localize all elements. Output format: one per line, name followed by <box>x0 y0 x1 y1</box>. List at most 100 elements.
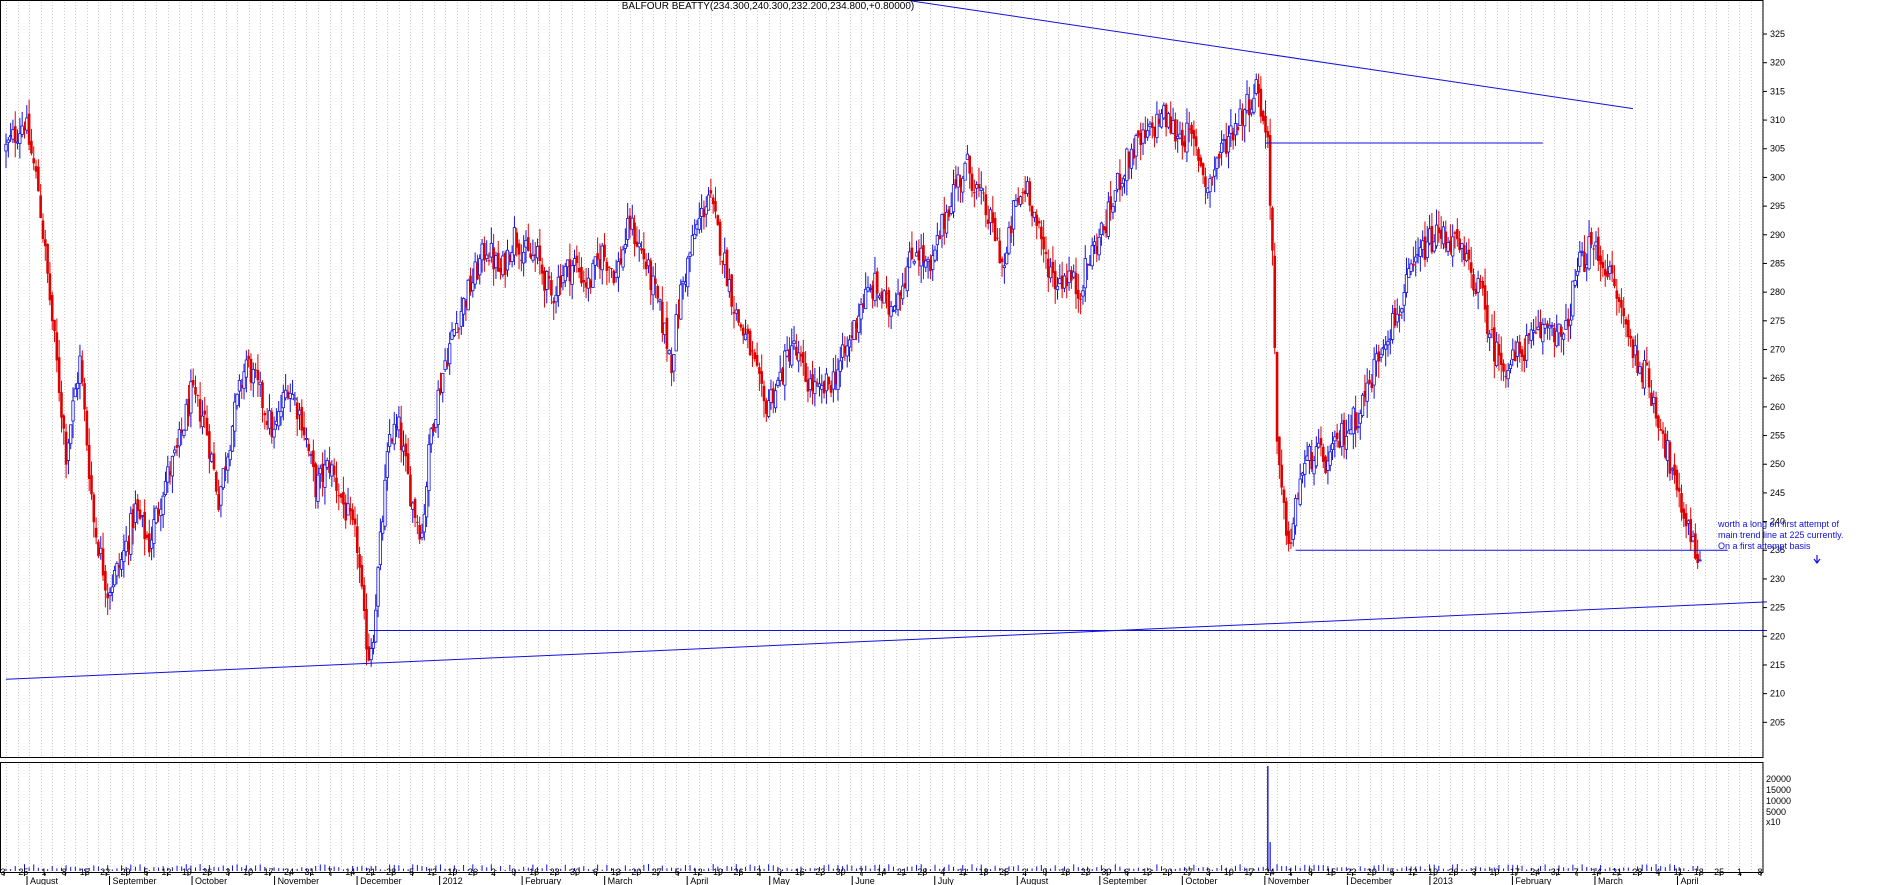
candle-body-down <box>1169 116 1173 134</box>
candle-body-down <box>538 245 542 262</box>
candle-body-down <box>117 565 121 568</box>
y-tick-label: 240 <box>1770 517 1785 527</box>
candle-body-down <box>559 275 562 288</box>
candle-body-down <box>1370 382 1374 389</box>
candle-body-down <box>1051 261 1055 274</box>
candle-body-down <box>758 367 761 374</box>
candle-body-up <box>1113 190 1117 202</box>
candle-body-down <box>677 315 680 317</box>
candle-body-down <box>1629 335 1632 339</box>
candle-body-up <box>297 409 302 416</box>
candle-body-down <box>670 354 673 374</box>
candle-body-down <box>27 113 31 145</box>
date-tick-label: 12 <box>693 867 703 877</box>
candle-body-up <box>808 378 812 391</box>
candle-body-down <box>968 155 971 174</box>
candle-body-down <box>104 571 107 591</box>
date-tick-label: 3 <box>0 867 5 877</box>
candle-body-up <box>309 453 313 456</box>
volume-tick-label: 10000 <box>1766 796 1791 806</box>
candle-body-down <box>598 258 602 269</box>
candle-body-up <box>1048 266 1053 279</box>
candle-body-up <box>73 388 77 398</box>
date-tick-label: 12 <box>1408 867 1418 877</box>
date-tick-label: 18 <box>1694 867 1704 877</box>
candle-body-down <box>85 410 89 446</box>
candle-body-down <box>55 332 59 361</box>
candle-body-up <box>1594 241 1598 247</box>
candle-body-down <box>1668 441 1672 474</box>
candle-body-down <box>942 213 946 229</box>
month-label: March <box>1598 876 1623 885</box>
candle-body-down <box>1338 440 1341 448</box>
trendline-descending-resistance <box>902 0 1634 110</box>
candle-body-down <box>1444 231 1448 249</box>
date-tick-label: 9 <box>511 867 516 877</box>
candle-body-down <box>332 465 336 475</box>
candle-body-down <box>416 521 419 523</box>
candle-body-up <box>443 360 447 370</box>
candle-body-down <box>1640 367 1644 383</box>
date-tick-label: 26 <box>468 867 478 877</box>
candle-body-up <box>459 310 463 327</box>
candle-body-up <box>1314 446 1318 467</box>
candle-body-up <box>129 513 133 555</box>
candle-body-up <box>773 390 778 409</box>
date-tick-label: 17 <box>1510 867 1520 877</box>
candle-body-down <box>635 241 639 247</box>
candle-body-up <box>1018 196 1023 205</box>
candle-body-up <box>935 235 939 246</box>
date-tick-label: 31 <box>304 867 314 877</box>
candle-body-down <box>1592 248 1595 250</box>
candle-body-up <box>1421 240 1425 250</box>
candle-body-up <box>1451 236 1455 257</box>
candle-body-up <box>778 371 782 381</box>
volume-tick-label: 20000 <box>1766 774 1791 784</box>
candle-body-up <box>1328 451 1332 466</box>
candle-body-up <box>1515 341 1520 357</box>
date-tick-label: 21 <box>1612 867 1622 877</box>
candle-body-up <box>436 389 440 425</box>
month-label: December <box>1350 876 1392 885</box>
date-tick-label: 3 <box>1206 867 1211 877</box>
candle-body-down <box>1474 289 1478 294</box>
candle-body-up <box>1254 79 1258 94</box>
candle-body-down <box>101 548 105 576</box>
candle-body-up <box>318 467 322 475</box>
candle-body-down <box>855 322 858 329</box>
candle-body-down <box>1566 318 1570 327</box>
candle-body-down <box>1603 268 1607 276</box>
candle-body-up <box>1213 169 1217 177</box>
candle-body-up <box>1434 224 1439 247</box>
candle-body-down <box>157 510 160 514</box>
month-label: August <box>1020 876 1049 885</box>
candle-body-up <box>1252 97 1256 113</box>
date-tick-label: 7 <box>859 867 864 877</box>
candle-body-down <box>1139 133 1143 146</box>
candle-body-up <box>565 259 570 268</box>
candle-body-up <box>1307 446 1312 461</box>
candle-body-down <box>644 261 648 270</box>
candle-body-down <box>1199 157 1203 167</box>
candle-body-down <box>1458 238 1461 251</box>
candle-body-up <box>378 531 382 566</box>
candle-body-up <box>859 304 863 320</box>
candle-body-down <box>938 236 941 240</box>
candle-body-down <box>986 219 990 224</box>
candle-body-down <box>725 249 729 287</box>
candle-body-down <box>92 494 96 523</box>
y-tick-label: 290 <box>1770 230 1785 240</box>
month-label: 2012 <box>443 876 463 885</box>
candle-body-up <box>1441 226 1446 245</box>
candle-body-up <box>1092 241 1097 246</box>
date-tick-label: 30 <box>1101 867 1111 877</box>
candle-body-down <box>1028 181 1032 206</box>
candle-body-down <box>1437 227 1441 234</box>
candle-body-down <box>143 511 146 540</box>
candle-body-up <box>346 503 350 516</box>
candle-body-up <box>1226 136 1231 153</box>
candle-body-up <box>163 481 168 495</box>
candle-body-down <box>1423 236 1427 260</box>
price-axis: 205 210 215 220 225 230 235 240 245 250 255 260 265 2… <box>1763 29 1785 727</box>
candle-body-up <box>1633 345 1637 356</box>
